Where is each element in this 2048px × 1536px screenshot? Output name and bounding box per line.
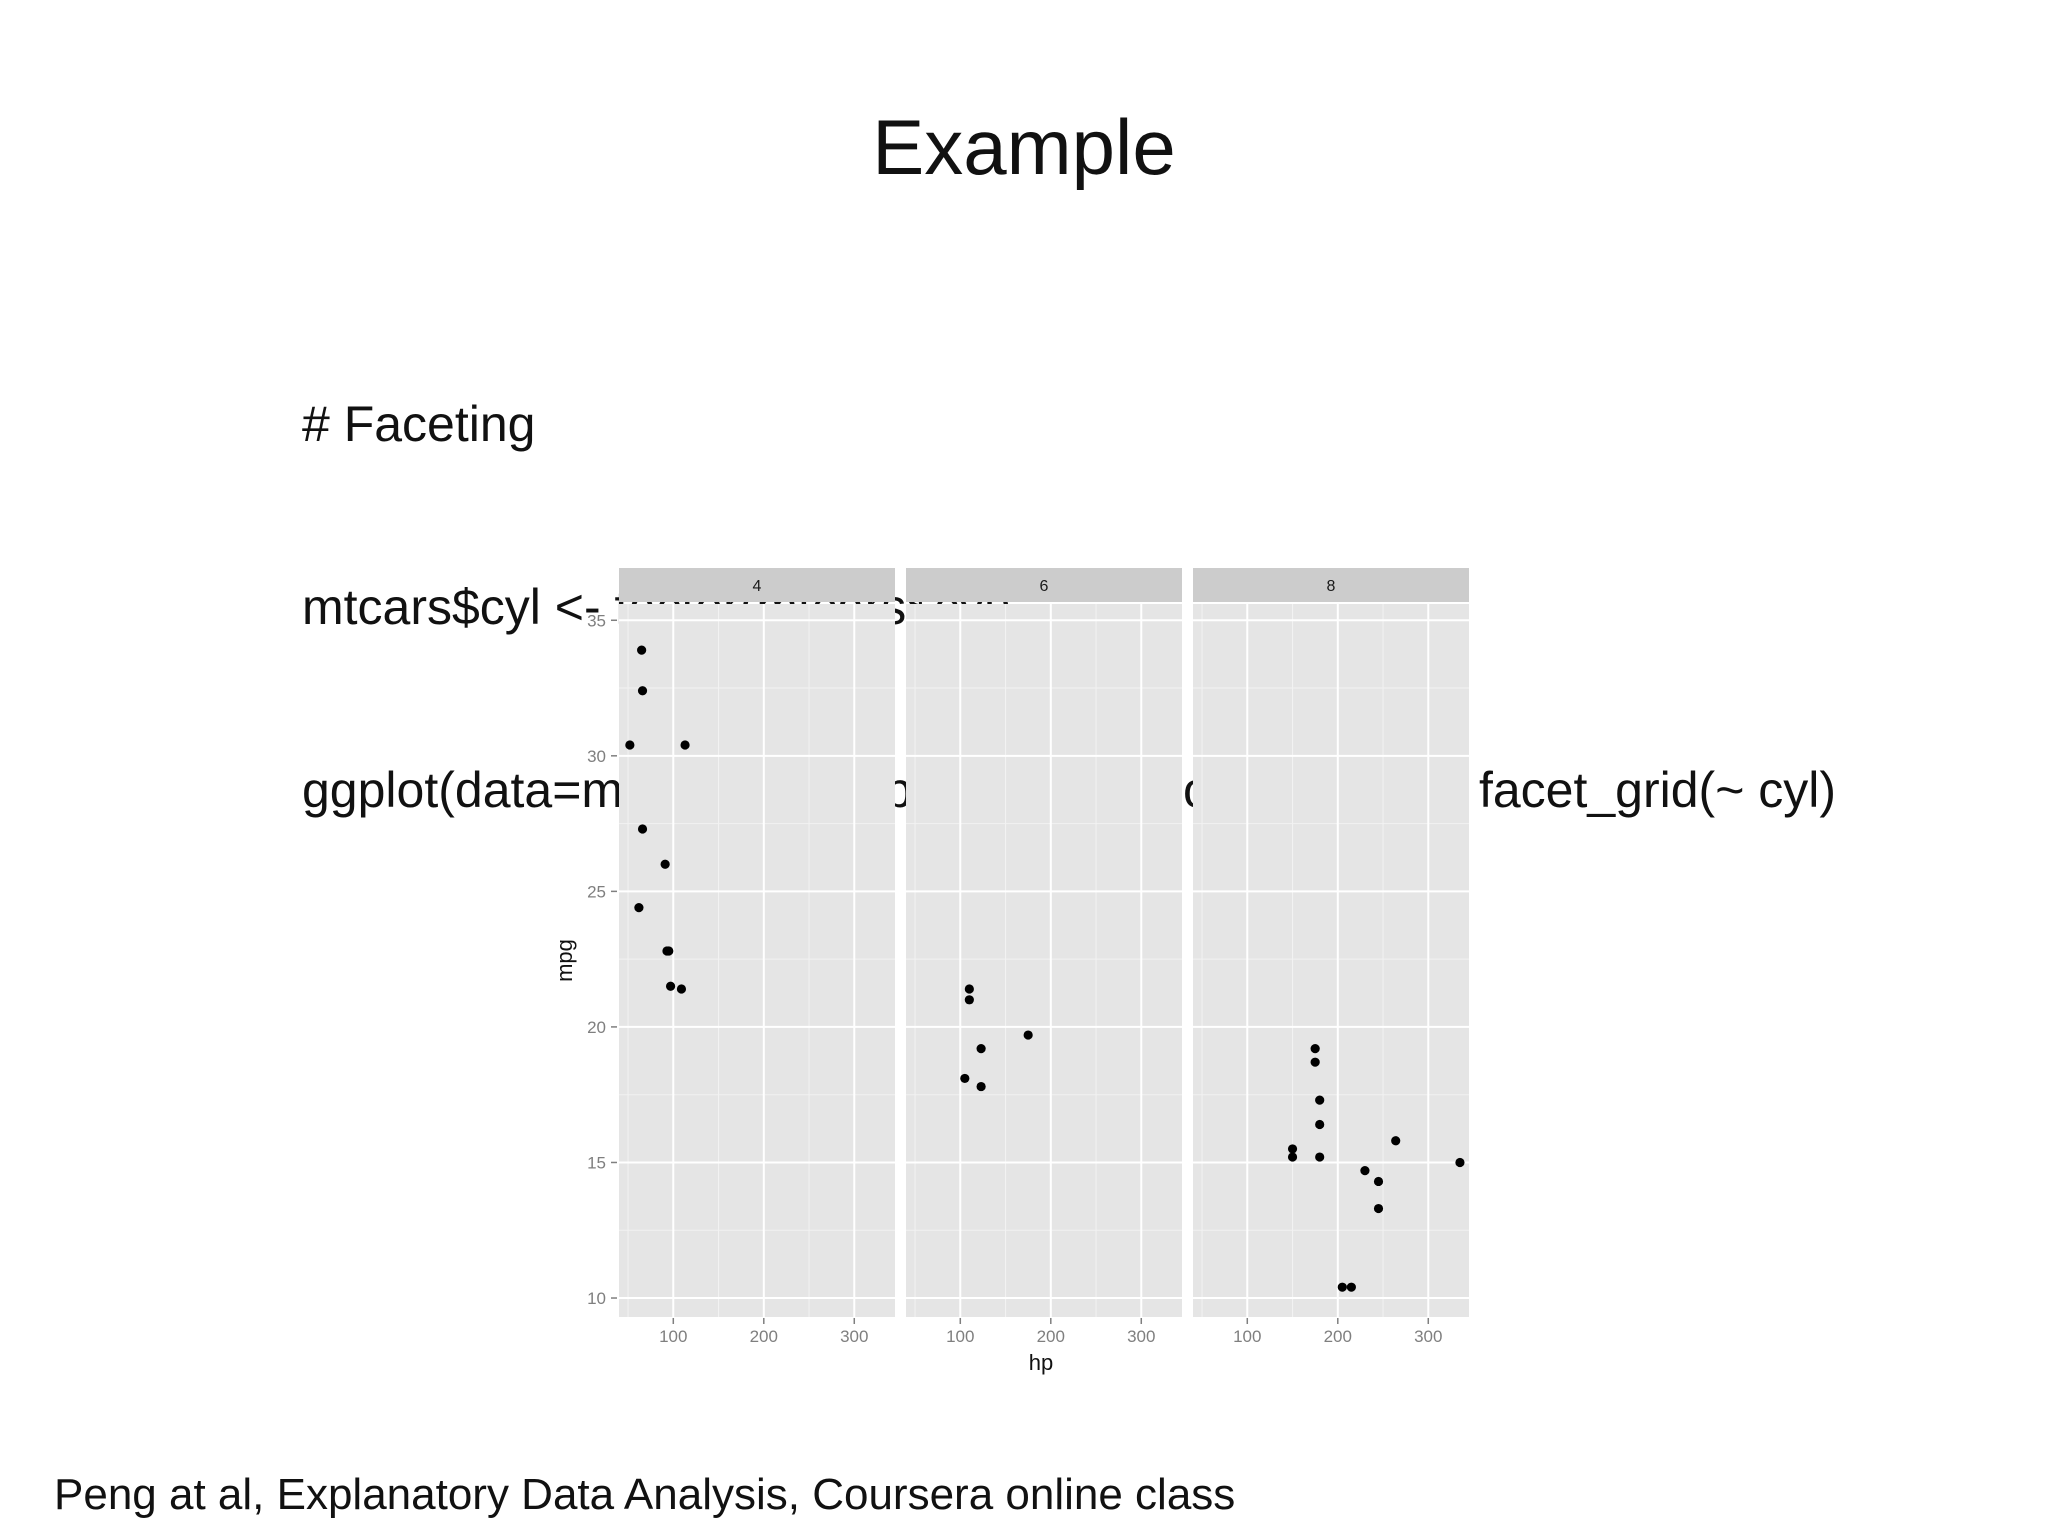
data-point (960, 1073, 970, 1084)
data-point (1315, 1152, 1325, 1162)
data-point (1373, 1176, 1384, 1187)
x-tick-label: 300 (1127, 1327, 1155, 1346)
facet-strip-label: 8 (1327, 578, 1336, 595)
data-point (676, 984, 687, 994)
data-point (1455, 1157, 1465, 1168)
citation-footer: Peng at al, Explanatory Data Analysis, C… (54, 1470, 1236, 1519)
data-point (660, 859, 670, 869)
data-point (1023, 1030, 1033, 1040)
data-point (1310, 1057, 1320, 1067)
data-point (1391, 1136, 1401, 1146)
data-point (1360, 1166, 1370, 1176)
data-point (625, 740, 635, 750)
slide-title: Example (872, 103, 1176, 191)
data-point (634, 903, 644, 913)
x-tick-label: 200 (750, 1327, 778, 1346)
data-point (1310, 1044, 1320, 1054)
y-tick-label: 10 (587, 1289, 606, 1308)
x-tick-label: 200 (1324, 1327, 1352, 1346)
data-point (976, 1081, 986, 1092)
data-point (964, 984, 974, 994)
facet-panel (1193, 604, 1469, 1317)
data-point (1287, 1152, 1298, 1162)
x-axis-title: hp (1029, 1350, 1053, 1375)
facet-strip (1193, 568, 1469, 602)
x-tick-label: 300 (840, 1327, 868, 1346)
data-point (964, 995, 974, 1005)
y-axis-title: mpg (552, 939, 577, 982)
code-line-comment: # Faceting (302, 396, 536, 452)
x-tick-label: 300 (1414, 1327, 1442, 1346)
y-tick-label: 35 (587, 611, 606, 630)
facet-panel (619, 604, 895, 1317)
x-tick-label: 100 (946, 1327, 974, 1346)
y-tick-label: 25 (587, 882, 606, 901)
data-point (1337, 1282, 1347, 1292)
facet-strip-label: 4 (753, 578, 762, 595)
data-point (664, 946, 674, 956)
data-point (1287, 1144, 1298, 1154)
x-tick-label: 100 (1233, 1327, 1261, 1346)
facet-strip-label: 6 (1040, 578, 1049, 595)
facet-strip (906, 568, 1182, 602)
x-tick-label: 100 (659, 1327, 687, 1346)
data-point (1346, 1282, 1356, 1292)
facet-panel (906, 604, 1182, 1317)
data-point (665, 981, 676, 991)
x-tick-label: 200 (1037, 1327, 1065, 1346)
y-tick-label: 20 (587, 1018, 606, 1037)
data-point (637, 686, 648, 696)
data-point (637, 645, 647, 655)
data-point (1373, 1203, 1384, 1214)
facet-strip (619, 568, 895, 602)
y-tick-label: 30 (587, 747, 606, 766)
data-point (680, 740, 690, 750)
data-point (637, 824, 648, 834)
data-point (1315, 1119, 1325, 1130)
data-point (976, 1044, 986, 1054)
y-tick-label: 15 (587, 1153, 606, 1172)
data-point (1315, 1095, 1325, 1105)
